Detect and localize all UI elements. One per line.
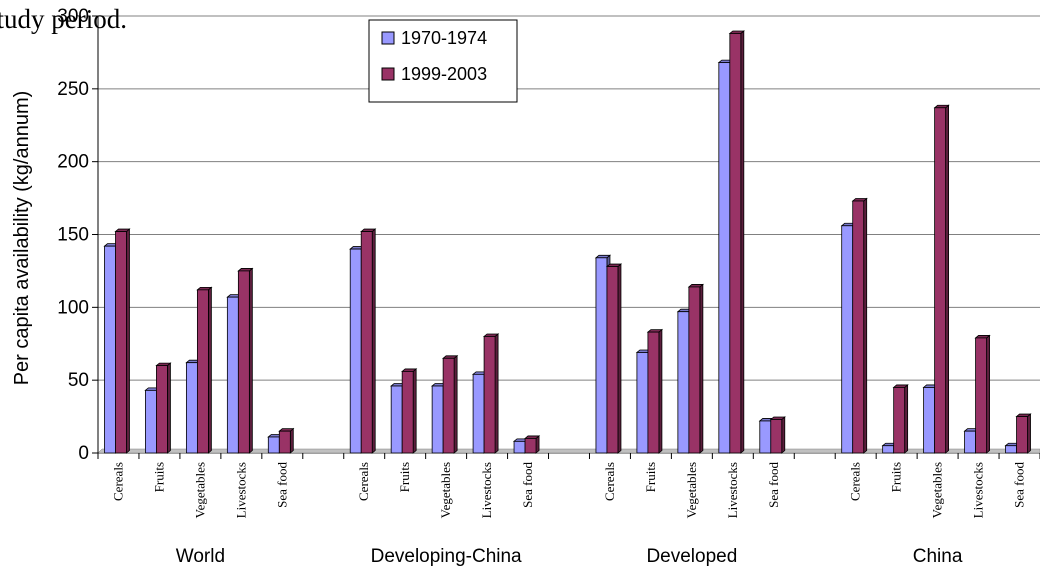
y-tick-label: 200 bbox=[57, 152, 89, 173]
bar bbox=[894, 385, 908, 453]
bar bbox=[689, 284, 703, 453]
bar bbox=[730, 31, 744, 453]
bar bbox=[484, 334, 498, 453]
x-tick-label: Fruits bbox=[151, 462, 166, 492]
x-tick-label: Cereals bbox=[110, 462, 125, 501]
x-tick-label: Fruits bbox=[889, 462, 904, 492]
legend-label: 1999-2003 bbox=[401, 64, 487, 84]
x-tick-label: Livestocks bbox=[725, 462, 740, 518]
x-tick-label: Vegetables bbox=[930, 462, 945, 518]
group-label: Developing-China bbox=[371, 546, 522, 567]
group-label: Developed bbox=[646, 546, 737, 567]
y-tick-label: 150 bbox=[57, 225, 89, 246]
legend: 1970-1974 1999-2003 bbox=[369, 20, 517, 102]
x-tick-label: Vegetables bbox=[192, 462, 207, 518]
y-axis-label: Per capita availability (kg/annum) bbox=[11, 91, 33, 386]
bar bbox=[115, 229, 129, 453]
bar bbox=[607, 264, 621, 453]
bar bbox=[771, 417, 785, 453]
bar bbox=[402, 369, 416, 453]
x-tick-label: Fruits bbox=[397, 462, 412, 492]
x-tick-label: Vegetables bbox=[438, 462, 453, 518]
x-tick-label: Livestocks bbox=[479, 462, 494, 518]
y-tick-label: 50 bbox=[68, 370, 89, 391]
legend-label: 1970-1974 bbox=[401, 28, 487, 48]
caption-text: study period. bbox=[0, 6, 127, 33]
bar bbox=[525, 436, 539, 453]
bar bbox=[361, 229, 375, 453]
bar bbox=[853, 198, 867, 453]
x-tick-label: Cereals bbox=[356, 462, 371, 501]
bar bbox=[156, 363, 170, 453]
x-tick-label: Livestocks bbox=[233, 462, 248, 518]
x-tick-label: Cereals bbox=[848, 462, 863, 501]
legend-swatch bbox=[382, 68, 394, 80]
group-label: World bbox=[176, 546, 225, 567]
bar bbox=[197, 287, 211, 453]
bar bbox=[443, 356, 457, 453]
bar bbox=[1017, 414, 1031, 453]
x-tick-label: Cereals bbox=[602, 462, 617, 501]
y-tick-label: 250 bbox=[57, 79, 89, 100]
y-tick-label: 100 bbox=[57, 297, 89, 318]
bar bbox=[648, 330, 662, 453]
x-tick-label: Sea food bbox=[1012, 462, 1027, 508]
y-tick-label: 0 bbox=[78, 443, 89, 464]
x-tick-label: Sea food bbox=[274, 462, 289, 508]
bar bbox=[935, 105, 949, 453]
bar bbox=[238, 268, 252, 453]
bar bbox=[279, 429, 293, 453]
bar bbox=[976, 335, 990, 453]
x-tick-label: Sea food bbox=[766, 462, 781, 508]
x-tick-label: Vegetables bbox=[684, 462, 699, 518]
legend-swatch bbox=[382, 32, 394, 44]
x-tick-label: Sea food bbox=[520, 462, 535, 508]
bars bbox=[104, 31, 1030, 453]
x-tick-label: Livestocks bbox=[971, 462, 986, 518]
group-label: China bbox=[913, 546, 963, 567]
x-tick-label: Fruits bbox=[643, 462, 658, 492]
